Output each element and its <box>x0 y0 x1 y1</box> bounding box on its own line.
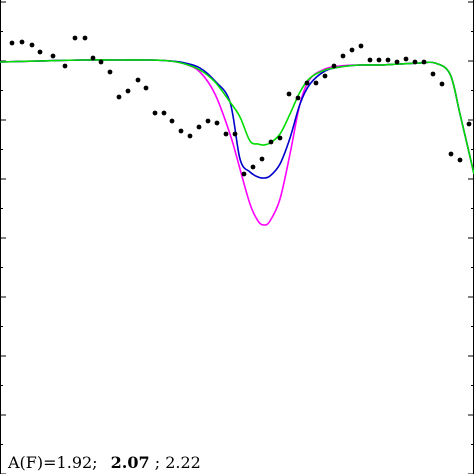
observed-data-point <box>72 35 78 41</box>
observed-data-point <box>135 77 141 83</box>
observed-data-point <box>358 43 364 49</box>
observed-data-point <box>412 59 418 65</box>
observed-data-point <box>37 49 43 55</box>
observed-data-point <box>107 69 113 75</box>
observed-data-point <box>250 164 256 170</box>
observed-data-point <box>430 71 436 77</box>
observed-data-point <box>161 110 167 116</box>
observed-data-point <box>466 121 472 127</box>
observed-data-point <box>304 80 310 86</box>
annotation-prefix: A(F)=1.92; <box>7 453 98 472</box>
observed-data-point <box>331 63 337 69</box>
observed-data-point <box>223 131 229 137</box>
observed-data-point <box>19 39 25 45</box>
observed-data-point <box>349 47 355 53</box>
observed-data-point <box>90 55 96 61</box>
observed-data-point <box>457 157 463 163</box>
observed-data-point <box>448 151 454 157</box>
annotation-bold-value: 2.07 <box>111 453 150 472</box>
observed-data-point <box>259 156 265 162</box>
observed-data-point <box>340 53 346 59</box>
observed-data-point <box>116 94 122 100</box>
observed-data-point <box>295 95 301 101</box>
observed-data-point <box>421 59 427 65</box>
model-curves <box>0 59 474 226</box>
observed-data-point <box>241 171 247 177</box>
observed-data-point <box>268 139 274 145</box>
observed-data-point <box>232 131 238 137</box>
observed-data-point <box>403 56 409 62</box>
observed-data-point <box>367 57 373 63</box>
observed-data-point <box>62 63 68 69</box>
observed-data-point <box>125 88 131 94</box>
observed-data-point <box>322 73 328 79</box>
observed-data-point <box>50 53 56 59</box>
observed-data-point <box>394 59 400 65</box>
abundance-annotation: A(F)=1.92; 2.07 ; 2.22 <box>7 453 201 472</box>
observed-data-point <box>439 81 445 87</box>
observed-points <box>9 35 472 177</box>
observed-data-point <box>205 118 211 124</box>
observed-data-point <box>143 85 149 91</box>
observed-data-point <box>152 110 158 116</box>
observed-data-point <box>29 42 35 48</box>
observed-data-point <box>214 120 220 126</box>
observed-data-point <box>286 91 292 97</box>
observed-data-point <box>187 133 193 139</box>
observed-data-point <box>178 128 184 134</box>
observed-data-point <box>82 35 88 41</box>
observed-data-point <box>376 57 382 63</box>
observed-data-point <box>9 40 15 46</box>
annotation-suffix: ; 2.22 <box>155 453 201 472</box>
observed-data-point <box>313 80 319 86</box>
observed-data-point <box>196 124 202 130</box>
observed-data-point <box>385 57 391 63</box>
observed-data-point <box>169 118 175 124</box>
observed-data-point <box>277 135 283 141</box>
observed-data-point <box>98 59 104 65</box>
